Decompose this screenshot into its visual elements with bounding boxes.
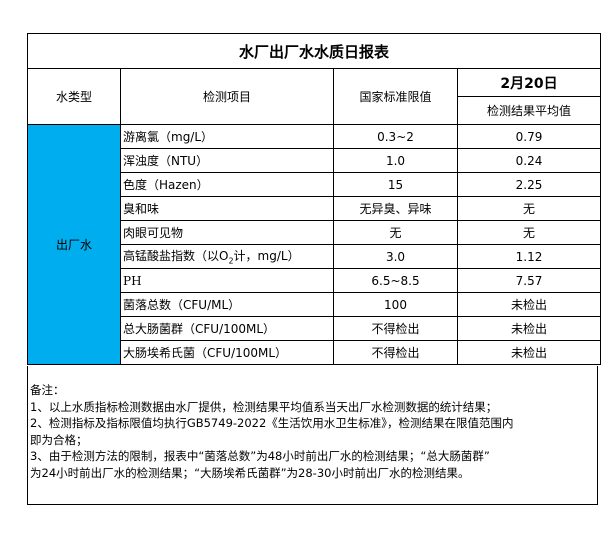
water-type-cell: 出厂水 [27,124,121,365]
header-water-type: 水类型 [27,68,121,125]
standard-cell: 不得检出 [333,340,458,365]
item-text: 高锰酸盐指数（以O [123,249,229,264]
item-cell: 游离氯（mg/L） [120,124,334,149]
item-cell: PH [120,268,334,293]
result-cell: 无 [456,196,602,221]
standard-cell: 6.5~8.5 [333,268,458,293]
standard-cell: 无 [333,220,458,245]
table-row: 浑浊度（NTU） 1.0 0.24 [28,148,602,173]
result-cell: 2.25 [456,172,602,197]
result-cell: 0.79 [456,124,602,149]
table-row: 大肠埃希氏菌（CFU/100ML） 不得检出 未检出 [28,340,602,365]
item-cell: 总大肠菌群（CFU/100ML） [120,316,334,341]
standard-cell: 15 [333,172,458,197]
item-cell: 高锰酸盐指数（以O2计，mg/L） [120,244,334,269]
table-row: 肉眼可见物无无 [28,220,602,245]
standard-cell: 1.0 [333,148,458,173]
header-result: 检测结果平均值 [456,96,602,125]
note-line: 为24小时前出厂水的检测结果；“大肠埃希氏菌群”为28-30小时前出厂水的检测结… [30,465,470,480]
item-cell: 菌落总数（CFU/ML） [120,292,334,317]
note-line: 3、由于检测方法的限制，报表中“菌落总数”为48小时前出厂水的检测结果；“总大肠… [30,449,490,463]
standard-cell: 0.3~2 [333,124,458,149]
note-line: 1、以上水质指标检测数据由水厂提供，检测结果平均值系当天出厂水检测数据的统计结果… [30,399,498,414]
table-row: 色度（Hazen） 15 2.25 [28,172,602,197]
item-cell: 臭和味 [120,196,334,221]
standard-cell: 3.0 [333,244,458,269]
table-row: PH 6.5~8.5 7.57 [28,268,602,293]
result-cell: 未检出 [456,340,602,365]
result-cell: 7.57 [456,268,602,293]
result-cell: 0.24 [456,148,602,173]
header-item: 检测项目 [120,68,334,125]
item-cell: 大肠埃希氏菌（CFU/100ML） [120,340,334,365]
report-title: 水厂出厂水水质日报表 [26,33,602,69]
result-cell: 无 [456,220,602,245]
water-quality-table: 水厂出厂水水质日报表 水类型 检测项目 国家标准限值 2月20日 检测结果平均值… [26,33,602,365]
standard-cell: 不得检出 [333,316,458,341]
table-row: 高锰酸盐指数（以O2计，mg/L） 3.0 1.12 [28,244,602,269]
header-standard: 国家标准限值 [333,68,458,125]
notes-heading: 备注： [30,383,65,397]
table-row: 臭和味 无异臭、异味无 [28,196,602,221]
standard-cell: 100 [333,292,458,317]
table-row: 菌落总数（CFU/ML） 100 未检出 [28,292,602,317]
item-cell: 色度（Hazen） [120,172,334,197]
result-cell: 未检出 [456,292,602,317]
result-cell: 未检出 [456,316,602,341]
result-cell: 1.12 [456,244,602,269]
note-line: 2、检测指标及指标限值均执行GB5749-2022《生活饮用水卫生标准》，检测结… [30,416,514,430]
item-text: 计，mg/L） [233,249,300,264]
item-cell: 浑浊度（NTU） [120,148,334,173]
table-row: 出厂水 游离氯（mg/L） 0.3~2 0.79 [27,124,602,365]
item-subscript: 2 [228,256,234,266]
header-date: 2月20日 [456,68,602,97]
item-cell: 肉眼可见物 [120,220,334,245]
notes-section: 备注： 1、以上水质指标检测数据由水厂提供，检测结果平均值系当天出厂水检测数据的… [27,366,598,505]
note-line: 即为合格； [30,432,88,447]
standard-cell: 无异臭、异味 [333,196,458,221]
